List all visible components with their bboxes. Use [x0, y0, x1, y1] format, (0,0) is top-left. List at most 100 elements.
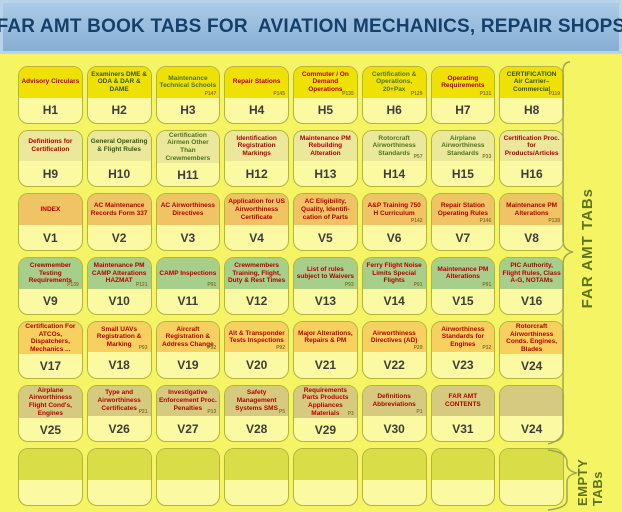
tab-label-area: V29	[294, 418, 357, 441]
tab-label: V2	[111, 230, 127, 245]
tab-label-area: V25	[19, 418, 82, 441]
tab-head: CAMP Inspections P91	[156, 258, 220, 289]
tab-label: V14	[383, 294, 405, 309]
tab-card-v29: Requirements Parts Products Appliances M…	[293, 384, 358, 443]
tab-page-number: P32	[482, 345, 492, 352]
tab-page-number: P142	[410, 218, 423, 225]
tab-card-v24: Rotorcraft Airworthiness Conds. Engines,…	[499, 320, 564, 379]
tab-head: Type and Airworthiness Certificates P21	[87, 385, 151, 417]
tab-label: V19	[177, 358, 199, 373]
tab-label: V21	[314, 358, 337, 373]
tab-page-number: P91	[482, 281, 492, 288]
tab-label-area: V10	[88, 289, 151, 314]
tab-head: Certification Proc. for Products/Article…	[500, 130, 563, 162]
tab-card-h3: Maintenance Technical Schools P147 H3	[155, 66, 221, 124]
tab-label-area: H4	[225, 98, 288, 123]
tab-label-area: V3	[157, 225, 220, 250]
tab-card-h4: Repair Stations P145 H4	[224, 66, 289, 124]
tab-label-area: V15	[432, 289, 495, 314]
tab-label: H8	[523, 103, 540, 118]
tab-head: Ferry Flight Noise Limits Special Flight…	[362, 258, 426, 289]
tab-head	[362, 449, 426, 480]
far-amt-tabs-label: FAR AMT TABs	[579, 188, 596, 309]
tab-card-v22: Airworthiness Directives (AD) P29 V22	[361, 320, 427, 379]
tab-card-v26: Type and Airworthiness Certificates P21 V2…	[86, 384, 152, 443]
tab-card-v21: Major Alterations, Repairs & PM V21	[293, 320, 358, 379]
tab-head: Examiners DME & ODA & DAR & DAME	[87, 67, 151, 98]
tab-head: AC Eligibility, Quality, Identifi- catio…	[294, 194, 357, 226]
tab-label-area: H14	[363, 161, 426, 186]
tab-label-area: V4	[225, 225, 288, 250]
tab-head: Airplane Airworthiness Flight Cond's, En…	[19, 385, 82, 419]
tab-head	[225, 449, 288, 480]
tab-page-number: P131	[479, 90, 492, 97]
empty-tab-card	[361, 448, 427, 506]
tab-title: Safety Management Systems SMS	[235, 389, 278, 412]
tab-label-area: V8	[500, 225, 563, 250]
tab-card-v2: AC Maintenance Records Form 337 V2	[86, 193, 152, 252]
tab-label-area: V24	[500, 416, 563, 441]
tab-title: Maintenance Technical Schools	[159, 74, 217, 90]
tab-label-area: V16	[500, 289, 563, 314]
tab-head: Certification & Operations, 20+Pax P129	[362, 67, 426, 98]
empty-tab-card	[18, 448, 83, 506]
tab-label-area: V26	[88, 416, 151, 441]
tab-head: PIC Authority, Flight Rules, Class A-G, …	[500, 258, 563, 289]
tab-label-area: V27	[157, 416, 220, 441]
tab-label: H12	[245, 166, 268, 181]
tab-card-v24: V24	[499, 384, 564, 443]
tab-label-area: H3	[157, 98, 220, 123]
tab-label: V27	[177, 421, 199, 436]
tab-label-area: V9	[19, 289, 82, 314]
tab-head: Airworthiness Directives (AD) P29	[362, 321, 426, 353]
tab-page-number: P93	[344, 281, 354, 288]
tab-head: Maintenance PM Alterations P138	[500, 194, 563, 226]
tab-card-h13: Maintenance PM Rebuilding Alteration H13	[293, 129, 358, 188]
tab-card-v18: Small UAVs Registration & Marking P93 V18	[86, 320, 152, 379]
tab-title: INDEX	[40, 205, 61, 213]
tab-card-h7: Operating Requirements P131 H7	[430, 66, 496, 124]
tab-title: Alt & Transponder Tests Inspections	[228, 329, 285, 345]
empty-tab-card	[86, 448, 152, 506]
tab-label-area: V7	[432, 225, 495, 250]
tab-label-area: V5	[294, 225, 357, 250]
tab-head: FAR AMT CONTENTS	[431, 385, 495, 417]
tab-title: Rotorcraft Airworthiness Conds. Engines,…	[506, 322, 558, 353]
tab-label: V29	[314, 422, 337, 437]
tab-title: General Operating & Flight Rules	[90, 138, 148, 154]
tab-title: Certification Airmen Other Than Crewmemb…	[165, 131, 211, 162]
tab-card-v4: Application for US Airworthiness Certifi…	[224, 193, 289, 252]
tab-label-area: H7	[432, 98, 495, 123]
tab-label-area: H2	[88, 98, 151, 123]
tab-label: V3	[180, 230, 196, 245]
tab-label-area: V2	[88, 225, 151, 250]
tab-card-v17: Certification For ATCOs, Dispatchers, Me…	[18, 320, 83, 379]
tab-title: Commuter / On Demand Operations	[301, 70, 349, 94]
tab-page-number: P57	[413, 154, 423, 161]
tab-head: INDEX	[19, 194, 82, 226]
page-title: FAR AMT BOOK TABS FOR AVIATION MECHANICS…	[0, 16, 622, 37]
tab-card-h2: Examiners DME & ODA & DAR & DAME H2	[86, 66, 152, 124]
tab-title: Small UAVs Registration & Marking	[96, 325, 142, 348]
tab-title: A&P Training 750 H Curriculum	[367, 202, 421, 217]
tab-card-h15: Airplane Airworthiness Standards P33 H15	[430, 129, 496, 188]
tab-page-number: P91	[413, 281, 423, 288]
tab-label: V15	[452, 294, 474, 309]
tab-card-h6: Certification & Operations, 20+Pax P129 H6	[361, 66, 427, 124]
brace-graphics	[547, 61, 578, 511]
tab-title: Airplane Airworthiness Standards	[441, 134, 485, 157]
tab-card-v9: Crewmember Testing Requirements P139 V9	[18, 257, 83, 315]
tab-label: V4	[249, 230, 264, 245]
tab-card-v25: Airplane Airworthiness Flight Cond's, En…	[18, 384, 83, 443]
tab-head: Crewmember Testing Requirements P139	[19, 258, 82, 289]
empty-tab-card	[293, 448, 358, 506]
tab-label: V26	[108, 421, 130, 436]
tab-label: H10	[108, 166, 131, 181]
tab-head	[294, 449, 357, 480]
tab-page-number: P92	[276, 345, 285, 352]
tab-card-v6: A&P Training 750 H Curriculum P142 V6	[361, 193, 427, 252]
tab-label: V23	[452, 358, 474, 373]
tab-label: H14	[383, 166, 406, 181]
tab-title: Airworthiness Directives (AD)	[370, 329, 418, 345]
tab-title: Crewmember Testing Requirements	[28, 261, 73, 285]
